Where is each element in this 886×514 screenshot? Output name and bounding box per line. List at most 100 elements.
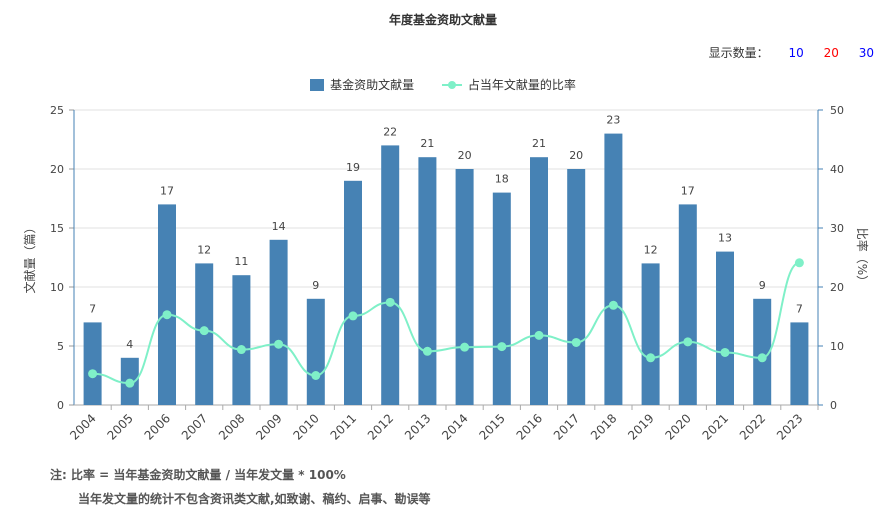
- bar-value-label: 19: [346, 161, 360, 174]
- x-tick-label: 2013: [402, 411, 433, 442]
- bar-value-label: 13: [718, 232, 732, 245]
- ratio-point: [757, 353, 767, 363]
- bar: [418, 157, 437, 405]
- show-count-option-10[interactable]: 10: [788, 46, 804, 60]
- combo-chart: 0 5 10 15 20 25 0 10 20 30 40 50 文献量（篇） 比率（%） 7 2004 4 20…: [22, 104, 870, 443]
- x-tick-label: 2014: [439, 411, 470, 442]
- y-left-axis-title: 文献量（篇）: [22, 221, 37, 293]
- y-right-tick-label: 10: [830, 340, 844, 353]
- ratio-point: [199, 326, 209, 336]
- bar-value-label: 17: [681, 184, 695, 197]
- note-line-2: 当年发文量的统计不包含资讯类文献,如致谢、稿约、启事、勘误等: [78, 492, 431, 506]
- ratio-point: [683, 337, 693, 347]
- bar: [567, 169, 586, 405]
- bar-value-label: 20: [569, 149, 583, 162]
- y-left-tick-label: 5: [57, 340, 64, 353]
- x-tick-label: 2005: [104, 411, 135, 442]
- ratio-point: [348, 311, 358, 321]
- ratio-point: [460, 342, 470, 352]
- y-left-tick-label: 0: [57, 399, 64, 412]
- ratio-point: [646, 353, 656, 363]
- bar-value-label: 21: [420, 137, 434, 150]
- ratio-point: [422, 346, 432, 356]
- ratio-point: [385, 297, 395, 307]
- bar-value-label: 7: [89, 302, 96, 315]
- legend-item-line-series[interactable]: 占当年文献量的比率: [441, 76, 576, 93]
- bar-value-label: 7: [796, 302, 803, 315]
- bar-value-label: 17: [160, 184, 174, 197]
- x-tick-label: 2018: [588, 411, 619, 442]
- y-right-axis-title: 比率（%）: [855, 228, 870, 287]
- ratio-point: [534, 330, 544, 340]
- y-right-tick-label: 40: [830, 163, 844, 176]
- bar-value-label: 4: [126, 338, 133, 351]
- x-tick-label: 2006: [142, 411, 173, 442]
- y-left-tick-label: 20: [50, 163, 64, 176]
- x-tick-label: 2004: [67, 411, 98, 442]
- bar-value-label: 18: [495, 173, 509, 186]
- ratio-point: [794, 258, 804, 268]
- bar: [344, 180, 362, 405]
- y-right-tick-label: 50: [830, 104, 844, 117]
- bar: [232, 275, 251, 405]
- x-tick-label: 2023: [774, 411, 805, 442]
- x-tick-label: 2009: [253, 411, 284, 442]
- legend-bar-swatch: [310, 79, 325, 91]
- x-tick-label: 2012: [365, 411, 396, 442]
- y-left-tick-label: 10: [50, 281, 64, 294]
- bar: [530, 157, 548, 405]
- y-left-tick-label: 15: [50, 222, 64, 235]
- ratio-point: [608, 300, 618, 310]
- y-left-tick-label: 25: [50, 104, 64, 117]
- legend-item-bar-series[interactable]: 基金资助文献量: [310, 76, 414, 93]
- bar: [455, 169, 474, 405]
- show-count-option-30[interactable]: 30: [858, 46, 874, 60]
- show-count-option-20[interactable]: 20: [823, 46, 839, 60]
- x-tick-label: 2022: [737, 411, 768, 442]
- bar-value-label: 23: [606, 114, 620, 127]
- bar: [790, 322, 809, 405]
- legend-bar-label: 基金资助文献量: [330, 78, 415, 92]
- chart-title: 年度基金资助文献量: [388, 13, 497, 27]
- x-tick-label: 2020: [662, 411, 693, 442]
- ratio-point: [162, 310, 172, 320]
- x-tick-label: 2010: [290, 411, 321, 442]
- x-tick-label: 2016: [514, 411, 545, 442]
- bar-value-label: 20: [458, 149, 472, 162]
- x-tick-label: 2007: [179, 411, 210, 442]
- x-tick-label: 2017: [551, 411, 582, 442]
- bar-value-label: 22: [383, 125, 397, 138]
- show-count-selector: 显示数量： 10 20 30: [709, 44, 874, 61]
- bar-value-label: 11: [234, 255, 248, 268]
- x-tick-label: 2021: [700, 411, 731, 442]
- bar-value-label: 21: [532, 137, 546, 150]
- ratio-point: [571, 337, 581, 347]
- bar-value-label: 12: [197, 243, 211, 256]
- bar: [753, 298, 772, 405]
- bar: [641, 263, 660, 405]
- ratio-point: [88, 369, 98, 379]
- x-tick-label: 2015: [476, 411, 507, 442]
- show-count-label: 显示数量：: [708, 46, 769, 60]
- bar-value-label: 9: [312, 279, 319, 292]
- bar-value-label: 9: [759, 279, 766, 292]
- bar: [678, 204, 697, 405]
- bar: [716, 251, 734, 405]
- bar: [306, 298, 325, 405]
- y-right-tick-label: 0: [830, 399, 837, 412]
- y-right-tick-label: 30: [830, 222, 844, 235]
- ratio-point: [311, 371, 321, 380]
- bar: [269, 239, 288, 405]
- bar: [381, 145, 400, 405]
- bar-value-label: 12: [644, 243, 658, 256]
- ratio-point: [274, 339, 284, 349]
- chart-legend: 基金资助文献量 占当年文献量的比率: [0, 76, 886, 93]
- bar: [158, 204, 176, 405]
- ratio-point: [236, 345, 246, 355]
- bar-value-label: 14: [272, 220, 286, 233]
- ratio-point: [125, 378, 135, 388]
- legend-line-swatch: [441, 79, 462, 91]
- note-line-1: 注: 比率 = 当年基金资助文献量 / 当年发文量 * 100%: [50, 468, 346, 482]
- ratio-point: [720, 347, 730, 357]
- legend-line-label: 占当年文献量的比率: [467, 78, 576, 92]
